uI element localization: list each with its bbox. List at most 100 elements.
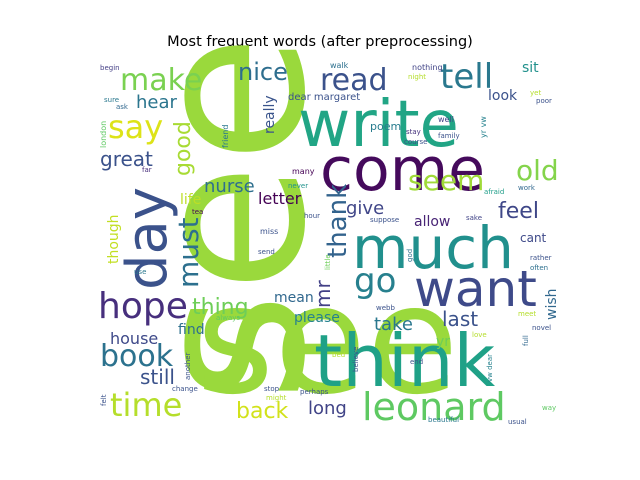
word-long: long xyxy=(308,398,347,419)
word-see: see xyxy=(107,34,352,402)
word-course: course xyxy=(404,138,427,146)
word-never: never xyxy=(288,182,308,190)
word-work: work xyxy=(518,184,536,192)
word-friend: friend xyxy=(221,125,230,148)
word-want: want xyxy=(414,260,537,318)
word-sit: sit xyxy=(522,60,539,76)
word-end: end xyxy=(410,358,423,366)
word-walk: walk xyxy=(330,61,349,70)
word-family: family xyxy=(438,132,460,140)
word-find: find xyxy=(178,322,205,338)
word-give: give xyxy=(346,198,384,219)
word-yet: yet xyxy=(530,89,541,97)
word-use: use xyxy=(134,268,146,276)
word-come: come xyxy=(320,135,485,205)
word-sure: sure xyxy=(104,96,119,104)
word-go: go xyxy=(354,261,396,301)
word-make: make xyxy=(120,63,202,98)
word-stop: stop xyxy=(264,385,280,393)
word-felt: felt xyxy=(100,394,108,406)
word-thank: thank xyxy=(323,184,353,258)
word-miss: miss xyxy=(260,227,278,236)
word-mean: mean xyxy=(274,290,314,306)
word-another: another xyxy=(184,353,192,380)
word-wish: wish xyxy=(544,288,560,320)
word-back: back xyxy=(236,399,289,424)
word-perhaps: perhaps xyxy=(300,388,329,396)
word-letter: letter xyxy=(258,189,302,208)
word-please: please xyxy=(294,310,340,326)
word-time: time xyxy=(110,386,182,424)
word-must: must xyxy=(172,217,205,288)
word-believe: believe xyxy=(352,347,360,372)
word-bed: bed xyxy=(332,351,345,359)
word-poor: poor xyxy=(536,97,552,105)
word-cant: cant xyxy=(520,231,547,245)
word-yr-vw: yr vw xyxy=(479,116,488,138)
word-beautiful: beautiful xyxy=(428,416,459,424)
word-old: old xyxy=(516,154,559,187)
word-meet: meet xyxy=(518,310,536,318)
word-begin: begin xyxy=(100,64,120,72)
word-hope: hope xyxy=(98,286,188,327)
word-night: night xyxy=(408,73,426,81)
word-webb: webb xyxy=(376,304,395,312)
word-full: full xyxy=(522,335,530,346)
word-great: great xyxy=(100,147,153,171)
word-god: god xyxy=(406,249,414,262)
word-rather: rather xyxy=(530,254,552,262)
word-last: last xyxy=(442,307,478,331)
word-well: well xyxy=(438,115,454,124)
word-ask: ask xyxy=(116,103,129,111)
word-still: still xyxy=(140,365,175,389)
word-much: much xyxy=(352,214,514,282)
word-many: many xyxy=(292,167,315,176)
word-though: though xyxy=(106,214,122,264)
word-usual: usual xyxy=(508,418,527,426)
word-suppose: suppose xyxy=(370,216,399,224)
word-often: often xyxy=(530,264,548,272)
word-feel: feel xyxy=(498,199,539,224)
word-house: house xyxy=(110,329,158,348)
word-life: life xyxy=(180,192,201,208)
word-look: look xyxy=(488,88,518,104)
word-love: love xyxy=(472,331,487,339)
word-tea: tea xyxy=(192,208,203,216)
word-say: say xyxy=(108,108,163,146)
word-yr: yr xyxy=(436,334,450,350)
word-always: always xyxy=(216,314,240,322)
word-allow: allow xyxy=(414,214,450,230)
word-change: change xyxy=(172,385,198,393)
word-hear: hear xyxy=(136,92,178,113)
word-afraid: afraid xyxy=(484,188,504,196)
word-send: send xyxy=(258,248,275,256)
word-dear-margaret: dear margaret xyxy=(288,92,360,103)
word-way: way xyxy=(542,404,556,412)
word-nothing: nothing xyxy=(412,63,443,72)
word-thing: thing xyxy=(192,295,249,320)
word-sake: sake xyxy=(466,214,482,222)
word-take: take xyxy=(374,314,413,335)
word-vw-dear: vw dear xyxy=(486,354,494,382)
word-seem: seem xyxy=(408,164,484,197)
word-write: write xyxy=(298,88,459,162)
word-book: book xyxy=(100,339,174,374)
word-read: read xyxy=(320,63,388,98)
word-novel: novel xyxy=(532,324,551,332)
word-tell: tell xyxy=(440,57,493,97)
word-little: little xyxy=(324,254,332,270)
word-stay: stay xyxy=(406,128,421,136)
word-hour: hour xyxy=(304,212,320,220)
word-poem: poem xyxy=(370,120,401,133)
word-leonard: leonard xyxy=(362,385,506,429)
word-really: really xyxy=(262,95,278,134)
chart-title: Most frequent words (after preprocessing… xyxy=(167,34,473,50)
word-day: day xyxy=(115,187,180,290)
word-mr: mr xyxy=(311,280,335,308)
word-think: think xyxy=(314,319,496,403)
word-london: london xyxy=(99,121,108,148)
word-nurse: nurse xyxy=(204,176,255,197)
word-nice: nice xyxy=(238,58,288,86)
word-see: see xyxy=(196,254,459,428)
